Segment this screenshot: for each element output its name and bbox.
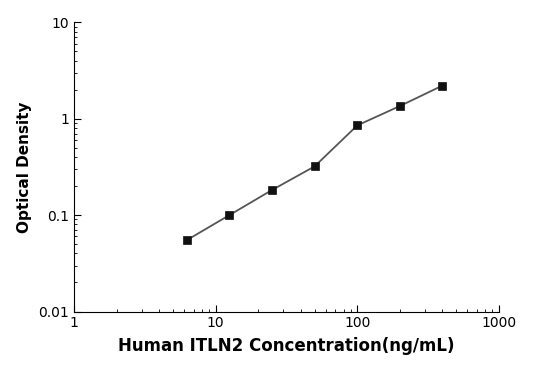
X-axis label: Human ITLN2 Concentration(ng/mL): Human ITLN2 Concentration(ng/mL) [118, 337, 455, 355]
Y-axis label: Optical Density: Optical Density [17, 101, 31, 232]
